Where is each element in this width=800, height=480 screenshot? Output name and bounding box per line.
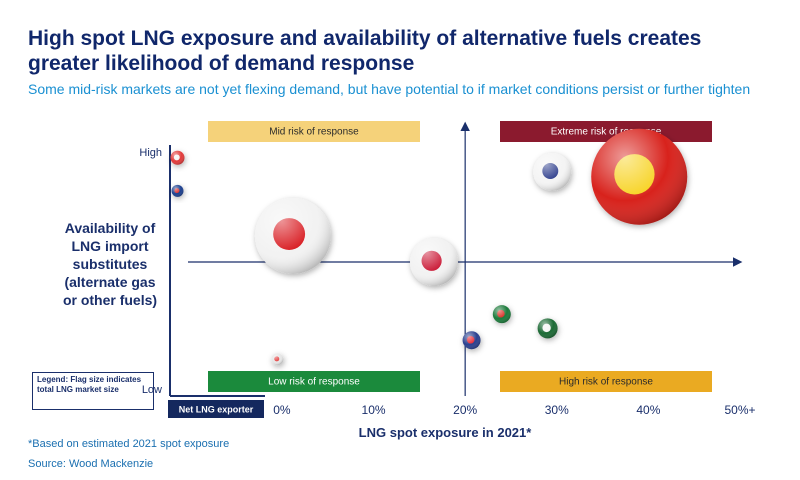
flag-shine: [271, 353, 284, 366]
footnote: *Based on estimated 2021 spot exposure: [28, 438, 230, 450]
x-tick-label: 0%: [273, 403, 291, 417]
source: Source: Wood Mackenzie: [28, 458, 154, 470]
x-tick-label: 10%: [362, 403, 386, 417]
flag-shine: [492, 305, 511, 324]
quadrant-banner: [208, 371, 420, 392]
x-axis-label: LNG spot exposure in 2021*: [358, 425, 532, 440]
flag-shine: [537, 318, 558, 339]
flag-shine: [591, 128, 688, 225]
flag-shine: [254, 197, 331, 274]
x-tick-label: 50%+: [724, 403, 755, 417]
x-tick-label: 20%: [453, 403, 477, 417]
chart-title: High spot LNG exposure and availability …: [28, 27, 702, 75]
flag-bubble: [537, 318, 558, 339]
flag-bubble: [254, 197, 331, 274]
flag-shine: [170, 150, 185, 165]
x-tick-label: 30%: [545, 403, 569, 417]
flag-bubble: [462, 331, 481, 350]
quadrant-banner: [500, 371, 712, 392]
flag-shine: [462, 331, 481, 350]
flag-bubble: [410, 238, 459, 287]
flag-shine: [410, 238, 459, 287]
quadrant-label: Extreme risk of response: [551, 127, 662, 138]
quadrant-label: Mid risk of response: [269, 127, 359, 138]
flag-bubble: [171, 184, 184, 197]
flag-bubble: [170, 150, 185, 165]
exporter-label: Net LNG exporter: [179, 404, 254, 414]
flag-shine: [171, 184, 184, 197]
flag-bubble: [533, 152, 572, 191]
quadrant-label: High risk of response: [559, 377, 653, 388]
x-tick-label: 40%: [636, 403, 660, 417]
y-tick-label: Low: [142, 384, 162, 396]
flag-bubble: [271, 353, 284, 366]
flag-shine: [533, 152, 572, 191]
exporter-box: [168, 400, 264, 418]
flag-bubble: [591, 128, 688, 225]
y-axis-label: Availability of LNG import substitutes (…: [62, 220, 158, 308]
chart-subtitle: Some mid-risk markets are not yet flexin…: [28, 81, 751, 97]
legend-note: Legend: Flag size indicates total LNG ma…: [32, 372, 154, 410]
flag-bubble: [492, 305, 511, 324]
quadrant-label: Low risk of response: [268, 377, 360, 388]
y-tick-label: High: [139, 147, 162, 159]
quadrant-banner: [208, 121, 420, 142]
